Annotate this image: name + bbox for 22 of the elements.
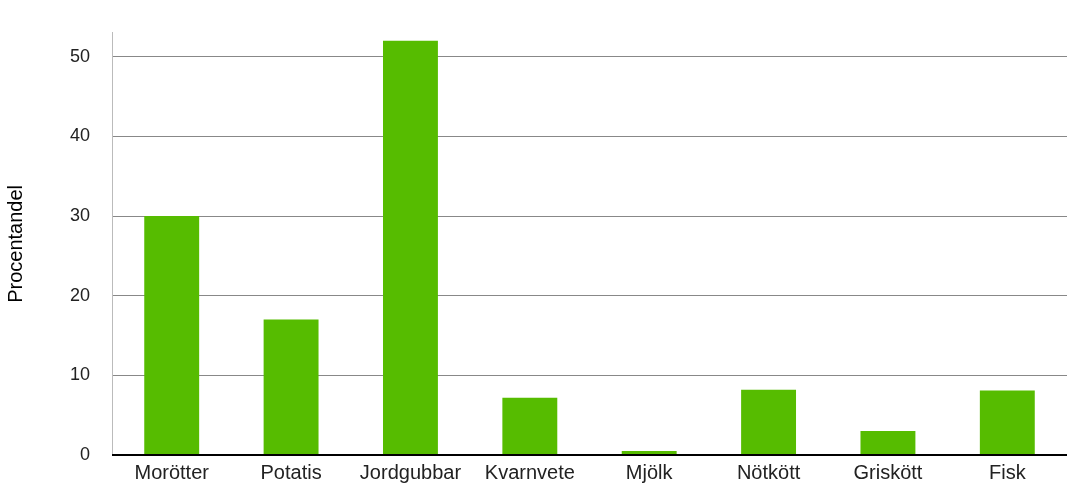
y-axis-title: Procentandel xyxy=(3,184,26,303)
y-tick-label: 30 xyxy=(69,204,91,225)
bar xyxy=(144,216,200,455)
y-tick-label: 10 xyxy=(69,364,91,385)
y-tick-label: 0 xyxy=(80,443,91,464)
bar xyxy=(502,397,558,455)
x-tick-label: Nötkött xyxy=(736,460,801,483)
y-tick-label: 50 xyxy=(69,45,91,66)
x-tick-label: Mjölk xyxy=(625,460,674,483)
bar xyxy=(263,319,319,455)
bar xyxy=(860,431,916,455)
x-tick-label: Potatis xyxy=(260,460,322,483)
x-tick-label: Fisk xyxy=(988,460,1027,483)
y-tick-label: 20 xyxy=(69,284,91,305)
x-tick-label: Morötter xyxy=(134,460,210,483)
x-tick-label: Jordgubbar xyxy=(359,460,462,483)
x-tick-label: Griskött xyxy=(853,460,923,483)
bar xyxy=(383,40,438,455)
bar xyxy=(741,389,797,455)
x-tick-label: Kvarnvete xyxy=(484,460,575,483)
y-tick-label: 40 xyxy=(69,125,91,146)
bar xyxy=(979,390,1035,455)
